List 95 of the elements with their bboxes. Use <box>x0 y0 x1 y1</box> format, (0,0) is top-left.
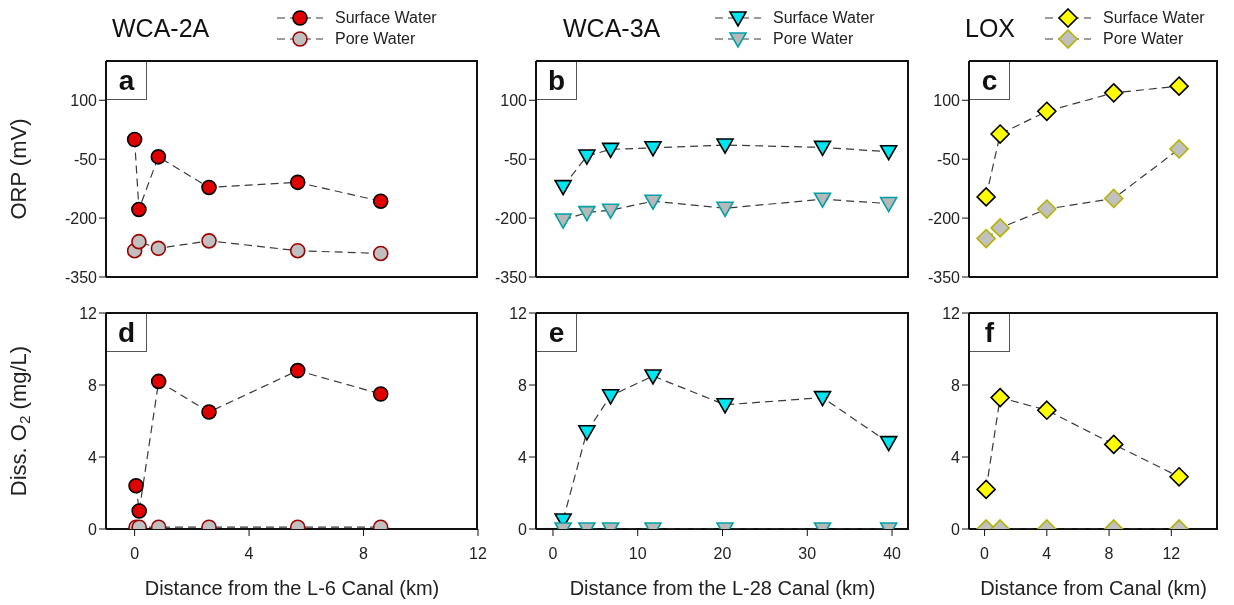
y-tick-label: -350 <box>494 268 528 286</box>
y-tick-label: -50 <box>73 150 98 168</box>
point <box>813 192 832 209</box>
legend-label: Pore Water <box>773 29 854 48</box>
y-tick-label: -50 <box>936 150 961 168</box>
y-tick-label: -200 <box>64 209 98 227</box>
point <box>150 373 167 390</box>
chart-title: WCA-2A <box>112 14 210 43</box>
point <box>372 245 389 262</box>
y-axis-title: ORP (mV) <box>6 118 31 220</box>
point <box>201 404 217 420</box>
chart-title: LOX <box>965 14 1016 43</box>
x-axis-title: Distance from the L-6 Canal (km) <box>144 577 440 599</box>
point <box>289 174 306 191</box>
point <box>601 203 620 220</box>
y-tick-label: 0 <box>88 520 98 538</box>
point <box>644 194 662 210</box>
y-tick-label: 8 <box>88 376 98 394</box>
x-tick-label: 20 <box>713 545 732 563</box>
point <box>976 228 996 249</box>
y-tick-label: -200 <box>494 209 528 227</box>
x-tick-label: 12 <box>469 545 487 563</box>
legend-label: Surface Water <box>1103 8 1205 27</box>
point <box>372 193 389 209</box>
x-tick-label: 30 <box>798 545 817 563</box>
y-tick-label: -200 <box>927 209 961 227</box>
x-tick-label: 0 <box>980 545 990 563</box>
y-tick-label: 100 <box>500 91 528 109</box>
x-tick-label: 0 <box>548 545 558 563</box>
y-tick-label: -50 <box>503 150 528 168</box>
point <box>1037 199 1057 219</box>
point <box>813 140 832 157</box>
y-tick-label: 4 <box>88 448 98 466</box>
x-tick-label: 0 <box>130 545 140 563</box>
x-tick-label: 40 <box>883 545 902 563</box>
annotation: b <box>537 62 577 100</box>
point <box>644 140 662 157</box>
x-tick-label: 8 <box>1104 545 1114 563</box>
legend-label: Surface Water <box>773 8 875 27</box>
point <box>1103 83 1124 103</box>
point <box>990 218 1010 238</box>
annotation: a <box>107 62 147 100</box>
point <box>1037 101 1057 122</box>
point <box>1169 76 1189 96</box>
x-tick-label: 10 <box>628 545 647 563</box>
x-tick-label: 4 <box>244 545 254 563</box>
annotation: f <box>970 314 1010 352</box>
y-tick-label: 100 <box>70 91 98 109</box>
legend-label: Pore Water <box>1103 29 1184 48</box>
y-tick-label: 100 <box>933 91 961 109</box>
legend-label: Surface Water <box>335 8 437 27</box>
point <box>150 240 167 257</box>
x-axis-title: Distance from the L-28 Canal (km) <box>569 577 876 599</box>
y-tick-label: 12 <box>79 304 98 322</box>
point <box>554 213 572 229</box>
point <box>201 179 217 196</box>
point <box>201 233 217 249</box>
x-axis-title: Distance from Canal (km) <box>980 577 1207 599</box>
y-tick-label: 0 <box>518 520 528 538</box>
point <box>289 362 306 379</box>
annotation: e <box>537 314 577 352</box>
point <box>1169 139 1189 159</box>
y-tick-label: 8 <box>951 376 961 394</box>
point <box>131 201 147 218</box>
y-tick-label: 0 <box>951 520 961 538</box>
point <box>126 131 143 148</box>
point <box>601 142 620 159</box>
point <box>289 242 306 259</box>
y-tick-label: 4 <box>518 448 528 466</box>
point <box>879 196 898 213</box>
x-tick-label: 4 <box>1042 545 1052 563</box>
x-tick-label: 12 <box>1162 545 1181 563</box>
point <box>990 124 1010 144</box>
point <box>879 144 898 161</box>
point <box>716 201 734 218</box>
annotation: d <box>107 314 147 352</box>
point <box>578 205 596 222</box>
point <box>554 179 572 196</box>
point <box>976 187 996 207</box>
y-tick-label: 12 <box>942 304 961 322</box>
y-tick-label: 8 <box>518 376 528 394</box>
annotation: c <box>970 62 1010 100</box>
y-tick-label: 4 <box>951 448 961 466</box>
legend-label: Pore Water <box>335 29 416 48</box>
point <box>578 149 596 165</box>
y-tick-label: 12 <box>509 304 528 322</box>
point <box>131 233 147 250</box>
point <box>716 138 734 154</box>
y-tick-label: -350 <box>64 268 98 286</box>
chart-title: WCA-3A <box>563 14 661 43</box>
x-tick-label: 8 <box>359 545 369 563</box>
point <box>150 149 167 165</box>
point <box>372 386 389 402</box>
point <box>1103 188 1124 209</box>
y-tick-label: -350 <box>927 268 961 286</box>
